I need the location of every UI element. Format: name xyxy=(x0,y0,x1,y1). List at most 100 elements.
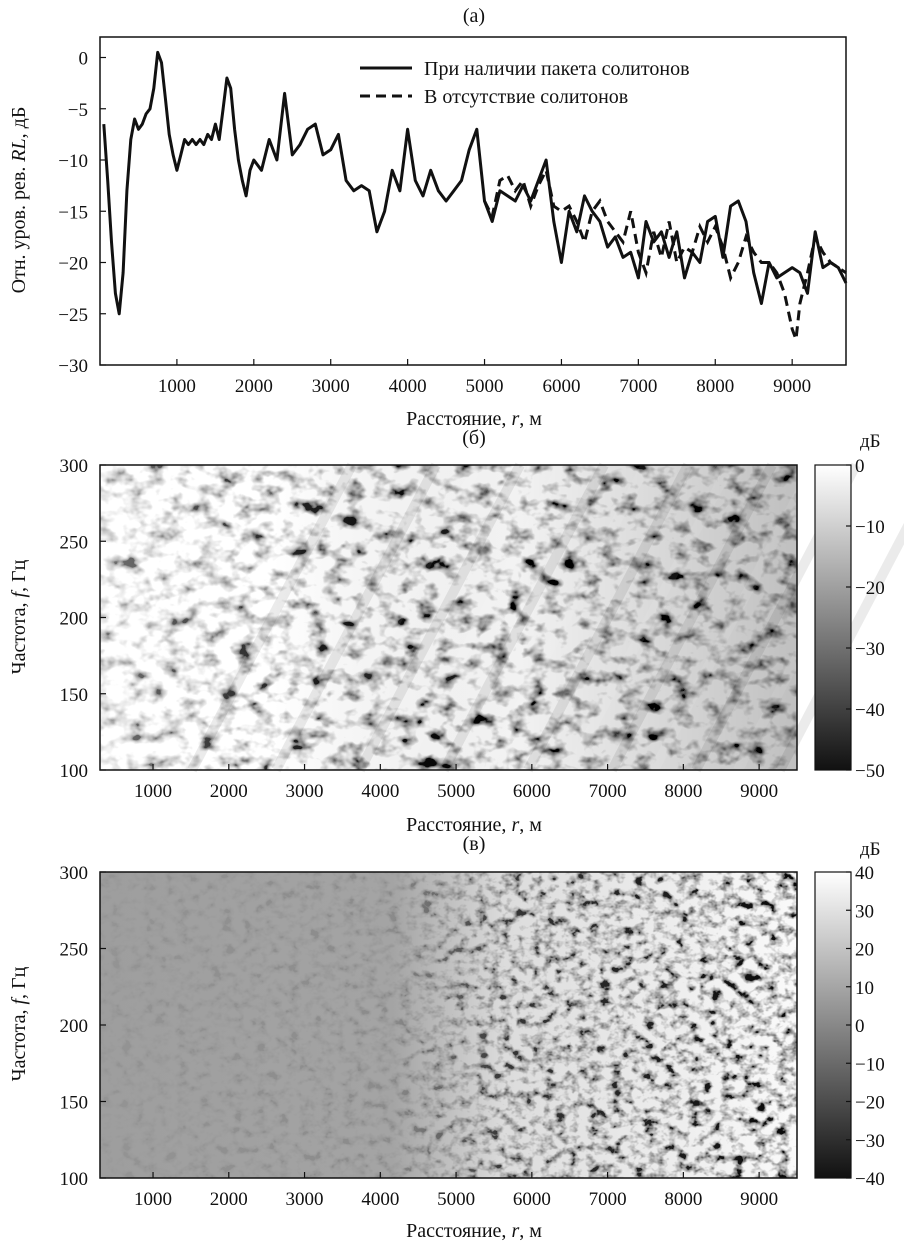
panel-b-ylabel: Частота, f, Гц xyxy=(8,559,30,674)
panel-b-band xyxy=(775,522,904,773)
panel-a-xtick-label: 4000 xyxy=(389,376,427,397)
panel-c-xtick-label: 3000 xyxy=(286,1189,324,1210)
panel-b-colorbar-tick-label: −20 xyxy=(855,578,885,599)
panel-a-xtick-label: 6000 xyxy=(542,376,580,397)
panel-c: (в) 1000 2000 3000 4000 5000 6000 7000 8000 9000… xyxy=(8,833,885,1242)
panel-b-ticks: 1000 2000 3000 4000 5000 6000 7000 8000 9000 100 1… xyxy=(60,456,779,802)
panel-c-colorbar-tick-label: 10 xyxy=(855,978,874,999)
legend: При наличии пакета солитонов В отсутстви… xyxy=(360,58,690,108)
panel-b-heatmap-shading xyxy=(100,465,797,770)
panel-c-colorbar-tick-label: 20 xyxy=(855,940,874,961)
panel-b-xtick-label: 1000 xyxy=(134,781,172,802)
panel-b-band xyxy=(481,462,651,773)
panel-b-band xyxy=(649,462,819,773)
panel-c-colorbar-tick-label: −10 xyxy=(855,1054,885,1075)
panel-a-xtick-label: 5000 xyxy=(466,376,504,397)
panel-a-ytick-label: −30 xyxy=(58,356,88,377)
panel-a-ylabel: Отн. уров. рев. RL, дБ xyxy=(8,107,30,294)
panel-c-xtick-label: 2000 xyxy=(210,1189,248,1210)
panel-b-xtick-label: 6000 xyxy=(513,781,551,802)
panel-b-ytick-label: 150 xyxy=(60,685,89,706)
panel-b-ytick-label: 300 xyxy=(60,456,89,477)
panel-b-band xyxy=(355,462,525,773)
panel-b-band xyxy=(523,462,693,773)
panel-b-band xyxy=(397,462,567,773)
panel-c-xtick-label: 7000 xyxy=(589,1189,627,1210)
panel-b-xtick-label: 8000 xyxy=(664,781,702,802)
panel-c-title: (в) xyxy=(463,833,486,855)
panel-a-xtick-label: 2000 xyxy=(235,376,273,397)
panel-a-xtick-label: 9000 xyxy=(773,376,811,397)
panel-c-ticks: 1000 2000 3000 4000 5000 6000 7000 8000 9000 100 1… xyxy=(60,863,779,1210)
panel-a-xlabel: Расстояние, r, м xyxy=(406,408,542,430)
panel-a-xtick-label: 1000 xyxy=(158,376,196,397)
panel-b-ytick-label: 250 xyxy=(60,532,89,553)
panel-a-ytick-label: −10 xyxy=(58,151,88,172)
panel-b-ytick-label: 200 xyxy=(60,609,89,630)
panel-a-ytick-label: −20 xyxy=(58,254,88,275)
panel-b-band xyxy=(439,462,609,773)
panel-b-band xyxy=(313,462,483,773)
panel-b-xtick-label: 3000 xyxy=(286,781,324,802)
panel-a-title: (а) xyxy=(463,5,485,27)
panel-c-xtick-label: 1000 xyxy=(134,1189,172,1210)
panel-c-colorbar-unit: дБ xyxy=(860,839,881,860)
panel-c-xtick-label: 6000 xyxy=(513,1189,551,1210)
panel-b-band xyxy=(607,462,777,773)
panel-c-ytick-label: 250 xyxy=(60,940,89,961)
panel-b-xlabel: Расстояние, r, м xyxy=(406,814,542,836)
panel-b-colorbar-tick-label: 0 xyxy=(855,456,865,477)
panel-b-xtick-label: 9000 xyxy=(740,781,778,802)
panel-b-colorbar-unit: дБ xyxy=(860,431,881,452)
panel-b-colorbar-ticks: 0 −10 −20 −30 −40 −50 xyxy=(846,456,885,782)
panel-b-band xyxy=(187,462,357,773)
panel-c-ytick-label: 300 xyxy=(60,863,89,884)
panel-c-ytick-label: 200 xyxy=(60,1016,89,1037)
panel-c-ylabel: Частота, f, Гц xyxy=(8,966,30,1081)
panel-c-colorbar-tick-label: 0 xyxy=(855,1016,865,1037)
panel-c-colorbar-tick-label: −20 xyxy=(855,1093,885,1114)
panel-c-xtick-label: 5000 xyxy=(437,1189,475,1210)
panel-b-xtick-label: 2000 xyxy=(210,781,248,802)
panel-c-heatmap-mask xyxy=(100,872,797,1178)
panel-a-xtick-label: 7000 xyxy=(619,376,657,397)
panel-a-xtick-label: 3000 xyxy=(312,376,350,397)
panel-b-colorbar xyxy=(814,464,852,771)
panel-c-frame xyxy=(99,871,798,1179)
panel-c-xtick-label: 4000 xyxy=(361,1189,399,1210)
panel-a-ytick-label: −5 xyxy=(68,100,88,121)
panel-c-colorbar-tick-label: 30 xyxy=(855,901,874,922)
panel-c-ytick-label: 100 xyxy=(60,1169,89,1190)
panel-c-xlabel: Расстояние, r, м xyxy=(406,1220,542,1242)
panel-a-ytick-label: 0 xyxy=(79,49,89,70)
panel-a-ticks: 1000 2000 3000 4000 5000 6000 7000 8000 9000 0 −5 −… xyxy=(58,49,811,398)
panel-b-xtick-label: 4000 xyxy=(361,781,399,802)
panel-b-frame xyxy=(99,464,798,771)
panel-c-colorbar-tick-label: −30 xyxy=(855,1131,885,1152)
panel-b-xtick-label: 7000 xyxy=(589,781,627,802)
panel-b-colorbar-tick-label: −40 xyxy=(855,700,885,721)
panel-c-colorbar xyxy=(814,871,852,1179)
panel-b-band xyxy=(229,462,399,773)
panel-a-xtick-label: 8000 xyxy=(696,376,734,397)
panel-a-ytick-label: −25 xyxy=(58,305,88,326)
panel-c-colorbar-tick-label: −40 xyxy=(855,1169,885,1190)
panel-b-xtick-label: 5000 xyxy=(437,781,475,802)
panel-b-colorbar-tick-label: −30 xyxy=(855,639,885,660)
panel-c-colorbar-ticks: 40 30 20 10 0 −10 −20 −30 −40 xyxy=(846,863,885,1190)
legend-entry-with-solitons: При наличии пакета солитонов xyxy=(424,58,690,80)
series-without-solitons-line xyxy=(483,165,847,340)
panel-b-band xyxy=(271,462,441,773)
panel-b: (б) 1000 2000 3000 4000 5000 6000 7000 8000 9000… xyxy=(8,427,904,836)
panel-c-xtick-label: 8000 xyxy=(664,1189,702,1210)
panel-b-colorbar-tick-label: −50 xyxy=(855,761,885,782)
panel-b-colorbar-tick-label: −10 xyxy=(855,517,885,538)
panel-b-ytick-label: 100 xyxy=(60,761,89,782)
panel-b-band xyxy=(145,462,315,773)
panel-c-xtick-label: 9000 xyxy=(740,1189,778,1210)
panel-a-ytick-label: −15 xyxy=(58,202,88,223)
panel-a: (а) 1000 2000 3000 4000 5000 6000 7000 8000 9000… xyxy=(8,5,848,430)
panel-b-title: (б) xyxy=(462,427,486,449)
legend-entry-without-solitons: В отсутствие солитонов xyxy=(424,86,628,108)
